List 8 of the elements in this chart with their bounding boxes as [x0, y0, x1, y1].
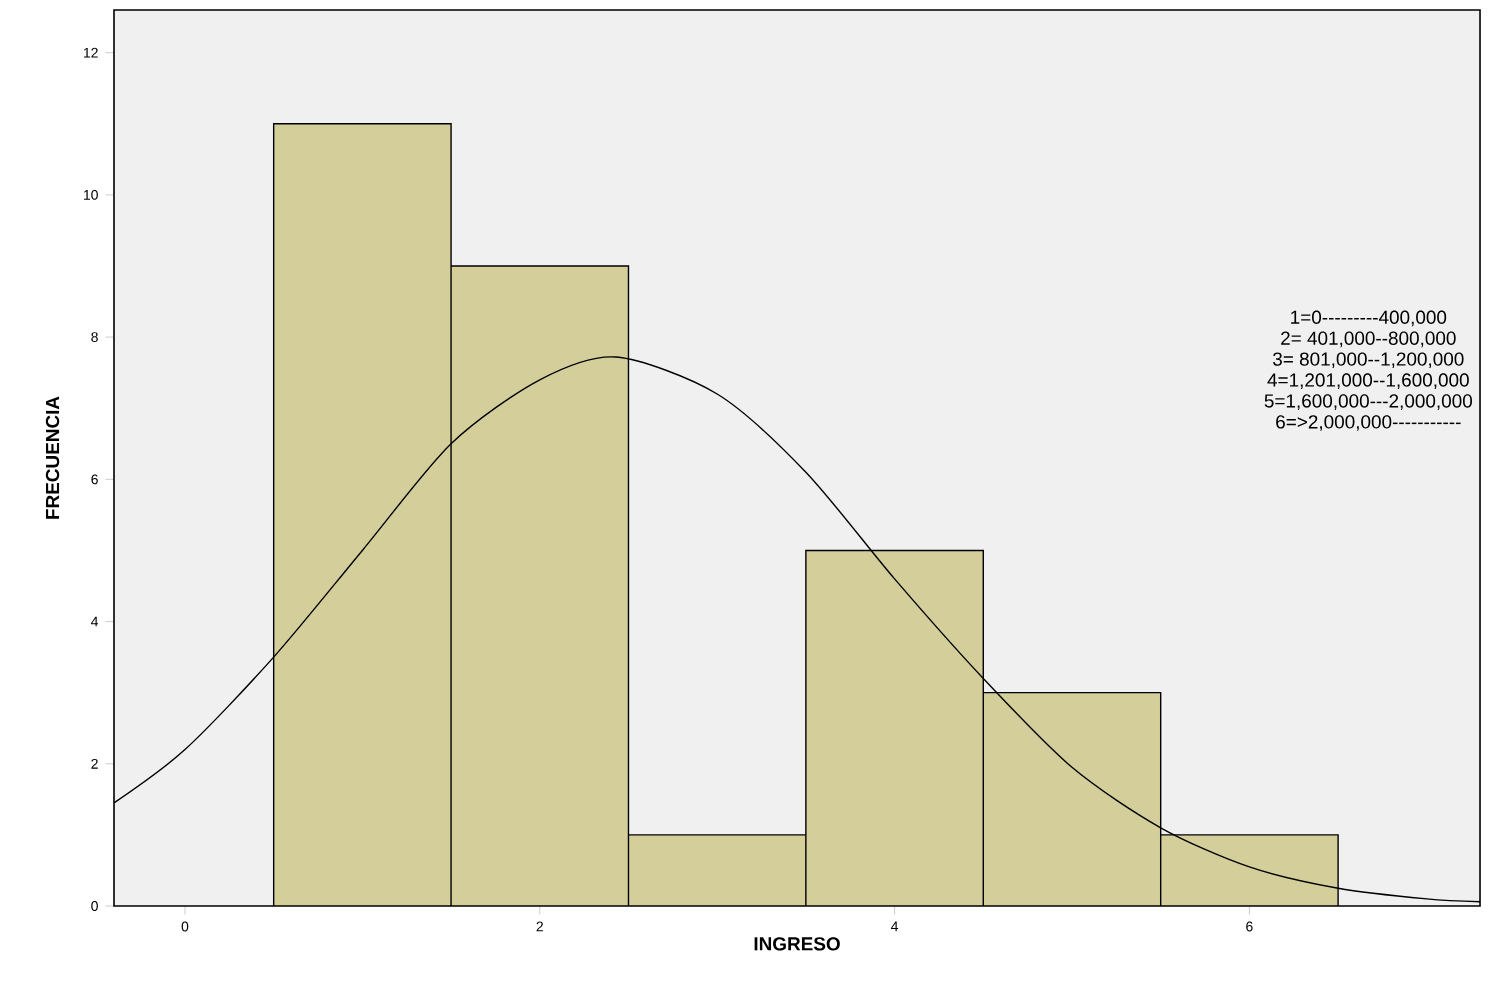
annotation: 5=1,600,000---2,000,000	[1264, 394, 1472, 410]
x-axis-title: INGRESO	[754, 937, 840, 951]
annotation: 6=>2,000,000-----------	[1276, 415, 1461, 431]
annotation: 2= 401,000--800,000	[1281, 331, 1456, 348]
annotation: 4=1,201,000--1,600,000	[1267, 373, 1469, 389]
annotation: 1=0---------400,000	[1291, 310, 1447, 327]
y-axis-title: FRECUENCIA	[45, 396, 60, 519]
annotation: 3= 801,000--1,200,000	[1272, 352, 1464, 369]
